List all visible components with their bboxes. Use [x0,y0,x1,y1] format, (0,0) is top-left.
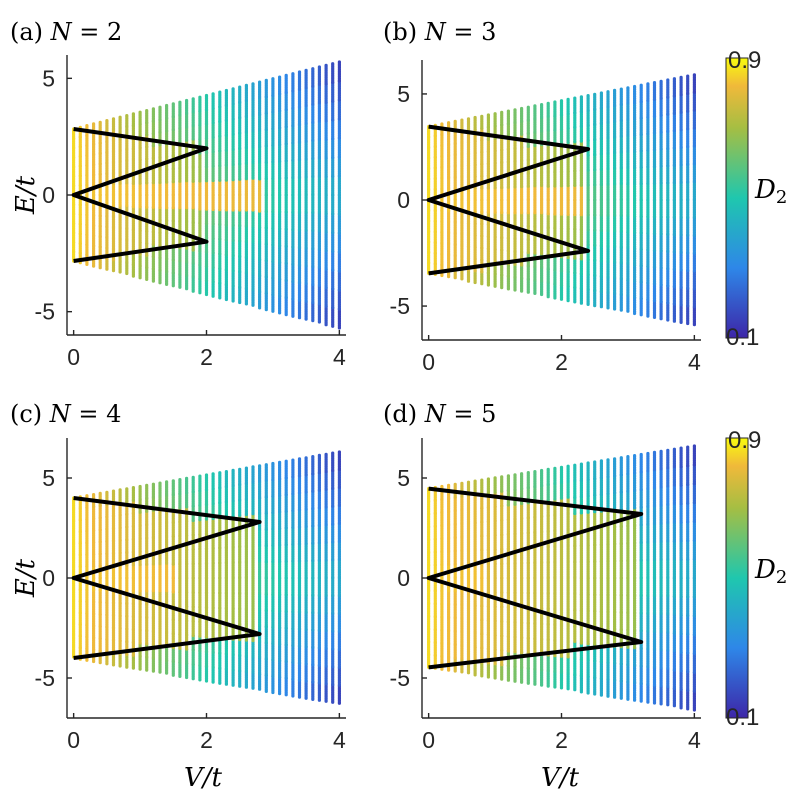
panel-b-spectrum [427,73,697,327]
x-tick-label: 0 [422,349,435,375]
panel-a-plot: 0 2 4 -5 0 5 [35,55,346,370]
panel-c-title: (c) N = 4 [10,400,121,428]
y-tick-label: -5 [35,665,55,691]
x-tick-label: 4 [688,727,701,753]
panel-c-spectrum [71,450,341,706]
panel-c: (c) N = 4 0 2 4 -5 0 5 [10,400,346,753]
zigzag-line [426,124,591,276]
colorbar-top: 0.9 0.1 D2 [725,47,787,351]
x-tick-label: 4 [333,727,346,753]
y-tick-label: 0 [397,565,410,591]
panel-d-title: (d) N = 5 [383,400,496,428]
panel-d: (d) N = 5 0 2 4 -5 0 5 [383,400,701,753]
panel-c-plot: 0 2 4 -5 0 5 [35,438,346,753]
colorbar-top-max: 0.9 [728,47,761,74]
xlabel-left: V/t [184,763,223,793]
x-tick-label: 2 [555,349,568,375]
y-tick-label: 5 [42,465,55,491]
zigzag-line [426,486,644,670]
colorbar-bottom-label: D2 [754,555,787,588]
colorbar-bottom: 0.9 0.1 D2 [725,427,787,731]
panel-d-plot: 0 2 4 -5 0 5 [390,438,701,753]
x-tick-label: 0 [67,344,80,370]
y-tick-label: 0 [397,187,410,213]
ylabel-top: E/t [11,175,41,215]
panel-b: (b) N = 3 0 2 4 -5 0 5 [383,18,701,375]
panel-b-plot: 0 2 4 -5 0 5 [390,60,701,375]
xlabel-right: V/t [541,763,580,793]
zigzag-line [71,127,209,263]
y-tick-label: -5 [390,665,410,691]
panel-d-spectrum [427,444,697,712]
x-tick-label: 4 [688,349,701,375]
colorbar-top-label: D2 [754,175,787,208]
x-tick-label: 0 [67,727,80,753]
panel-a: (a) N = 2 0 2 4 -5 0 5 [10,18,346,370]
colorbar-bottom-max: 0.9 [728,427,761,454]
colorbar-top-min: 0.1 [726,324,759,351]
y-tick-label: -5 [390,293,410,319]
y-tick-label: -5 [35,299,55,325]
zigzag-line [71,496,262,660]
y-tick-label: 0 [42,182,55,208]
panel-b-title: (b) N = 3 [383,18,496,46]
y-tick-label: 5 [42,65,55,91]
x-tick-label: 2 [200,727,213,753]
ylabel-bottom: E/t [11,558,41,598]
colorbar-bottom-min: 0.1 [726,704,759,731]
y-tick-label: 5 [397,465,410,491]
x-tick-label: 4 [333,344,346,370]
x-tick-label: 0 [422,727,435,753]
panel-a-spectrum [71,60,341,330]
x-tick-label: 2 [200,344,213,370]
colorbar-bottom-gradient [725,437,749,719]
panel-a-title: (a) N = 2 [10,18,122,46]
y-tick-label: 0 [42,565,55,591]
y-tick-label: 5 [397,81,410,107]
colorbar-top-gradient [725,57,749,339]
x-tick-label: 2 [555,727,568,753]
